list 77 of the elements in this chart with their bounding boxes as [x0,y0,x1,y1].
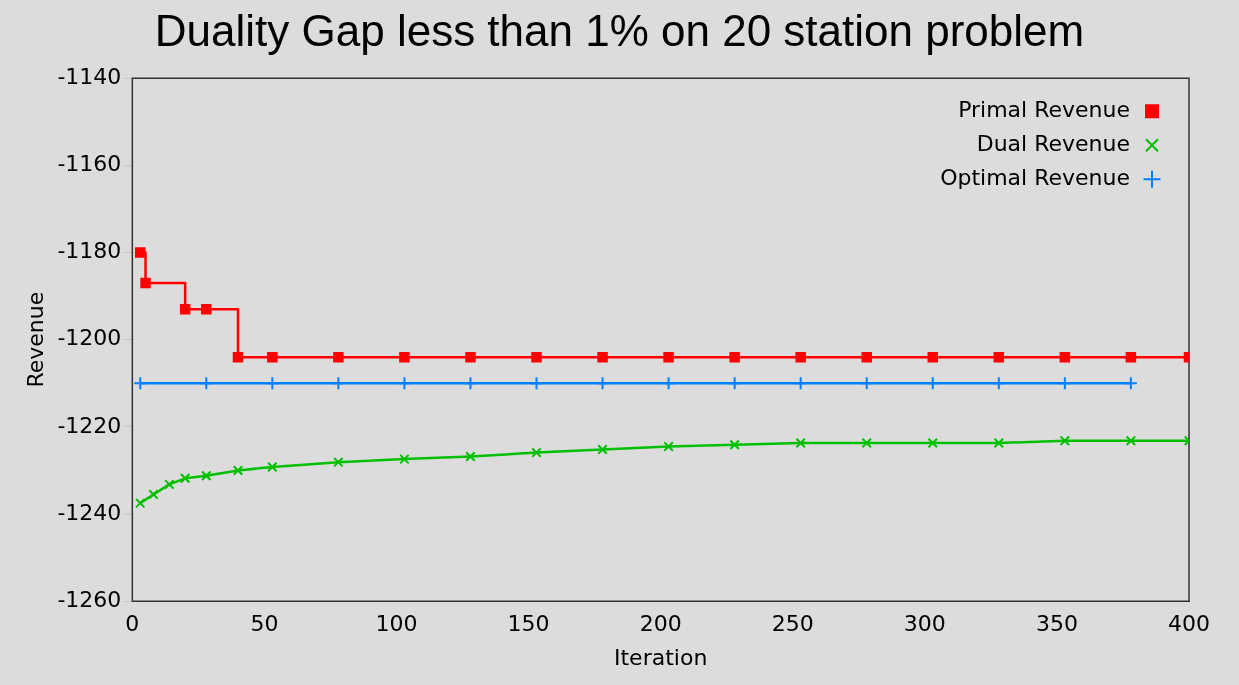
y-tick-label: -1140 [57,63,122,89]
point [232,465,244,476]
point [232,351,244,363]
point [267,351,278,363]
point [663,441,674,452]
point [201,470,212,481]
point [135,497,146,509]
point [1057,376,1072,391]
chart-title: Duality Gap less than 1% on 20 station problem [153,6,1086,57]
point [795,351,806,363]
point [267,461,278,473]
point [135,247,146,258]
point [531,351,542,363]
point [1125,351,1137,363]
point [531,447,542,458]
point [597,351,608,363]
point [399,453,410,465]
point [199,376,214,391]
point [397,376,412,391]
point [164,479,175,490]
point [927,351,938,363]
legend-label: Optimal Revenue [940,164,1130,190]
point [529,376,544,391]
point [463,376,478,391]
point [140,277,151,289]
x-tick-label: 100 [375,611,418,637]
y-tick-label: -1220 [57,412,122,438]
point [925,376,940,391]
point [861,437,872,449]
point [729,351,740,363]
point [927,437,938,449]
point [1059,351,1071,363]
point [595,376,610,391]
point [333,351,344,363]
x-tick-label: 200 [639,611,682,637]
legend-label: Dual Revenue [976,130,1130,156]
legend-label: Primal Revenue [958,96,1130,122]
point [597,444,608,455]
point [333,456,344,468]
point [991,376,1006,391]
y-tick-label: -1260 [57,586,122,612]
point [993,351,1005,363]
point [661,376,676,391]
point [148,489,159,500]
point [859,376,874,391]
point [399,351,410,363]
point [663,351,674,363]
point [729,439,740,450]
point [1125,435,1137,447]
point [1123,376,1138,391]
point [465,351,476,363]
point [265,376,280,391]
point [201,303,212,315]
point [331,376,346,391]
x-tick-label: 400 [1168,611,1210,637]
x-tick-label: 50 [250,611,279,637]
point [1059,435,1071,447]
point [793,376,808,391]
y-tick-label: -1180 [57,238,122,264]
point [993,437,1005,449]
x-tick-label: 250 [771,611,814,637]
y-axis-title: Revenue [22,291,48,388]
point [179,303,191,315]
x-tick-label: 350 [1035,611,1078,637]
y-tick-label: -1160 [57,151,122,177]
point [795,437,806,449]
x-tick-label: 0 [125,611,140,637]
point [179,473,191,484]
x-tick-label: 150 [507,611,550,637]
point [861,351,872,363]
point [133,376,148,391]
y-tick-label: -1200 [57,325,122,351]
x-tick-label: 300 [903,611,946,637]
point [727,376,742,391]
point [465,451,476,462]
x-axis-title: Iteration [614,644,708,670]
y-tick-label: -1240 [57,499,122,525]
